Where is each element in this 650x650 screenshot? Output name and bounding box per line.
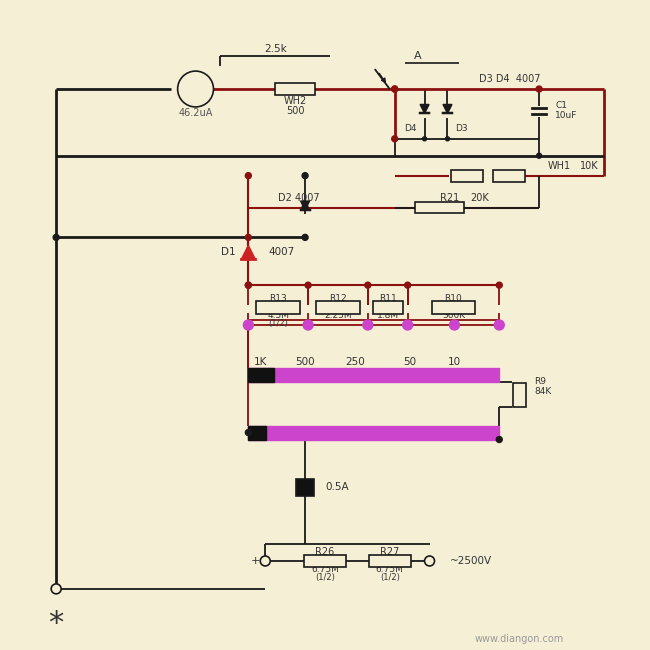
Text: D1: D1 (221, 247, 235, 257)
Text: +: + (203, 84, 212, 94)
Text: D2 4007: D2 4007 (278, 192, 320, 203)
Text: WH2: WH2 (283, 96, 307, 106)
Bar (248, 368, 499, 382)
Polygon shape (241, 245, 255, 259)
Circle shape (392, 86, 398, 92)
Bar (493, 170, 525, 181)
Text: R27: R27 (380, 547, 399, 557)
Circle shape (302, 173, 308, 179)
Circle shape (405, 282, 411, 288)
Circle shape (245, 173, 252, 179)
Text: R21: R21 (440, 192, 459, 203)
Circle shape (537, 153, 541, 158)
Text: -: - (181, 84, 186, 94)
Circle shape (51, 584, 61, 594)
Text: 1.8M: 1.8M (376, 311, 399, 320)
Text: 84K: 84K (534, 387, 551, 396)
Text: 10uF: 10uF (555, 111, 577, 120)
Bar (415, 202, 464, 213)
Text: R11: R11 (379, 294, 396, 303)
Polygon shape (420, 105, 429, 113)
Text: 2.5k: 2.5k (264, 44, 287, 54)
Text: R13: R13 (269, 294, 287, 303)
Text: D3: D3 (456, 124, 468, 133)
Circle shape (496, 282, 502, 288)
Bar (452, 170, 484, 181)
Polygon shape (443, 105, 452, 113)
Text: *: * (49, 609, 64, 638)
Text: 6.75M: 6.75M (311, 566, 339, 575)
Text: C1: C1 (555, 101, 567, 111)
Text: 10K: 10K (580, 161, 598, 171)
Circle shape (365, 282, 370, 288)
Circle shape (302, 205, 308, 211)
Polygon shape (300, 201, 309, 210)
Bar (248, 426, 499, 439)
Text: 500: 500 (295, 357, 315, 367)
Text: 0.5A: 0.5A (325, 482, 348, 492)
Text: (1/2): (1/2) (380, 573, 400, 582)
Text: R12: R12 (329, 294, 346, 303)
Circle shape (496, 437, 502, 443)
Text: 2.25M: 2.25M (324, 311, 352, 320)
Bar (304, 554, 346, 567)
Circle shape (245, 430, 252, 436)
Text: R9: R9 (534, 377, 546, 386)
Text: 20K: 20K (470, 192, 489, 203)
Circle shape (302, 235, 308, 240)
Circle shape (305, 282, 311, 288)
Circle shape (445, 136, 449, 141)
Bar (513, 383, 526, 407)
Text: 46.2uA: 46.2uA (178, 108, 213, 118)
Bar (296, 479, 314, 496)
Text: A: A (414, 51, 421, 61)
Circle shape (402, 320, 413, 330)
Circle shape (424, 556, 435, 566)
Text: +: + (251, 556, 260, 566)
Circle shape (177, 71, 213, 107)
Text: 250: 250 (345, 357, 365, 367)
Bar (316, 300, 360, 313)
Text: 4007: 4007 (268, 247, 294, 257)
Circle shape (243, 320, 254, 330)
Circle shape (363, 320, 373, 330)
Bar (369, 554, 411, 567)
Circle shape (245, 235, 252, 240)
Text: 360K: 360K (442, 311, 465, 320)
Bar (275, 83, 315, 96)
Circle shape (260, 556, 270, 566)
Text: WH1: WH1 (547, 161, 571, 171)
Text: 10: 10 (448, 357, 461, 367)
Text: 500: 500 (286, 106, 304, 116)
Circle shape (392, 136, 398, 142)
Text: ~2500V: ~2500V (449, 556, 491, 566)
Bar (256, 300, 300, 313)
Circle shape (536, 86, 542, 92)
Bar (373, 300, 402, 313)
Text: R26: R26 (315, 547, 335, 557)
Bar (248, 426, 266, 439)
Circle shape (303, 320, 313, 330)
Bar (248, 368, 274, 382)
Text: (1/2): (1/2) (268, 318, 288, 328)
Circle shape (422, 136, 426, 141)
Circle shape (53, 235, 59, 240)
Text: 50: 50 (403, 357, 416, 367)
Circle shape (449, 320, 460, 330)
Text: (1/2): (1/2) (315, 573, 335, 582)
Text: 1K: 1K (254, 357, 267, 367)
Text: R10: R10 (445, 294, 462, 303)
Text: 4.5M: 4.5M (267, 311, 289, 320)
Text: 6.75M: 6.75M (376, 566, 404, 575)
Text: D3 D4  4007: D3 D4 4007 (479, 74, 541, 84)
Circle shape (392, 86, 398, 92)
Text: www.diangon.com: www.diangon.com (474, 634, 564, 644)
Bar (432, 300, 475, 313)
Circle shape (245, 282, 252, 288)
Circle shape (245, 282, 252, 288)
Circle shape (494, 320, 504, 330)
Text: D4: D4 (404, 124, 417, 133)
